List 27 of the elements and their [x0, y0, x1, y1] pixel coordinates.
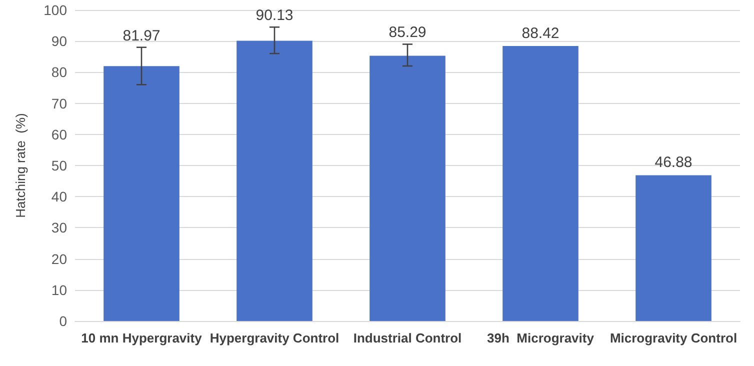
y-tick-label: 60 — [51, 126, 68, 142]
data-label: 46.88 — [654, 154, 692, 172]
bar — [370, 56, 446, 321]
x-tick-label: 10 mn Hypergravity — [81, 330, 203, 346]
bar — [502, 46, 578, 321]
y-tick-label: 80 — [51, 64, 68, 80]
bar — [636, 175, 712, 321]
y-tick-label: 0 — [59, 313, 68, 329]
y-axis-title: Hatching rate (%) — [13, 113, 28, 218]
x-tick-label: Hypergravity Control — [210, 330, 340, 346]
x-tick-label: Microgravity Control — [610, 330, 738, 346]
bar — [236, 40, 312, 321]
x-tick-label: Industrial Control — [353, 330, 462, 346]
bar — [104, 66, 180, 321]
y-tick-label: 10 — [51, 282, 68, 298]
data-label: 90.13 — [256, 7, 294, 24]
x-tick-label: 39h Microgravity — [487, 330, 595, 346]
data-label: 81.97 — [122, 27, 160, 44]
y-tick-label: 70 — [51, 95, 68, 112]
y-tick-label: 30 — [51, 220, 68, 236]
data-label: 85.29 — [388, 24, 426, 42]
y-tick-label: 100 — [44, 2, 68, 18]
y-tick-label: 50 — [51, 158, 68, 174]
y-tick-label: 40 — [51, 188, 68, 205]
data-label: 88.42 — [522, 25, 560, 42]
y-tick-label: 90 — [51, 33, 68, 50]
y-tick-label: 20 — [51, 250, 68, 267]
